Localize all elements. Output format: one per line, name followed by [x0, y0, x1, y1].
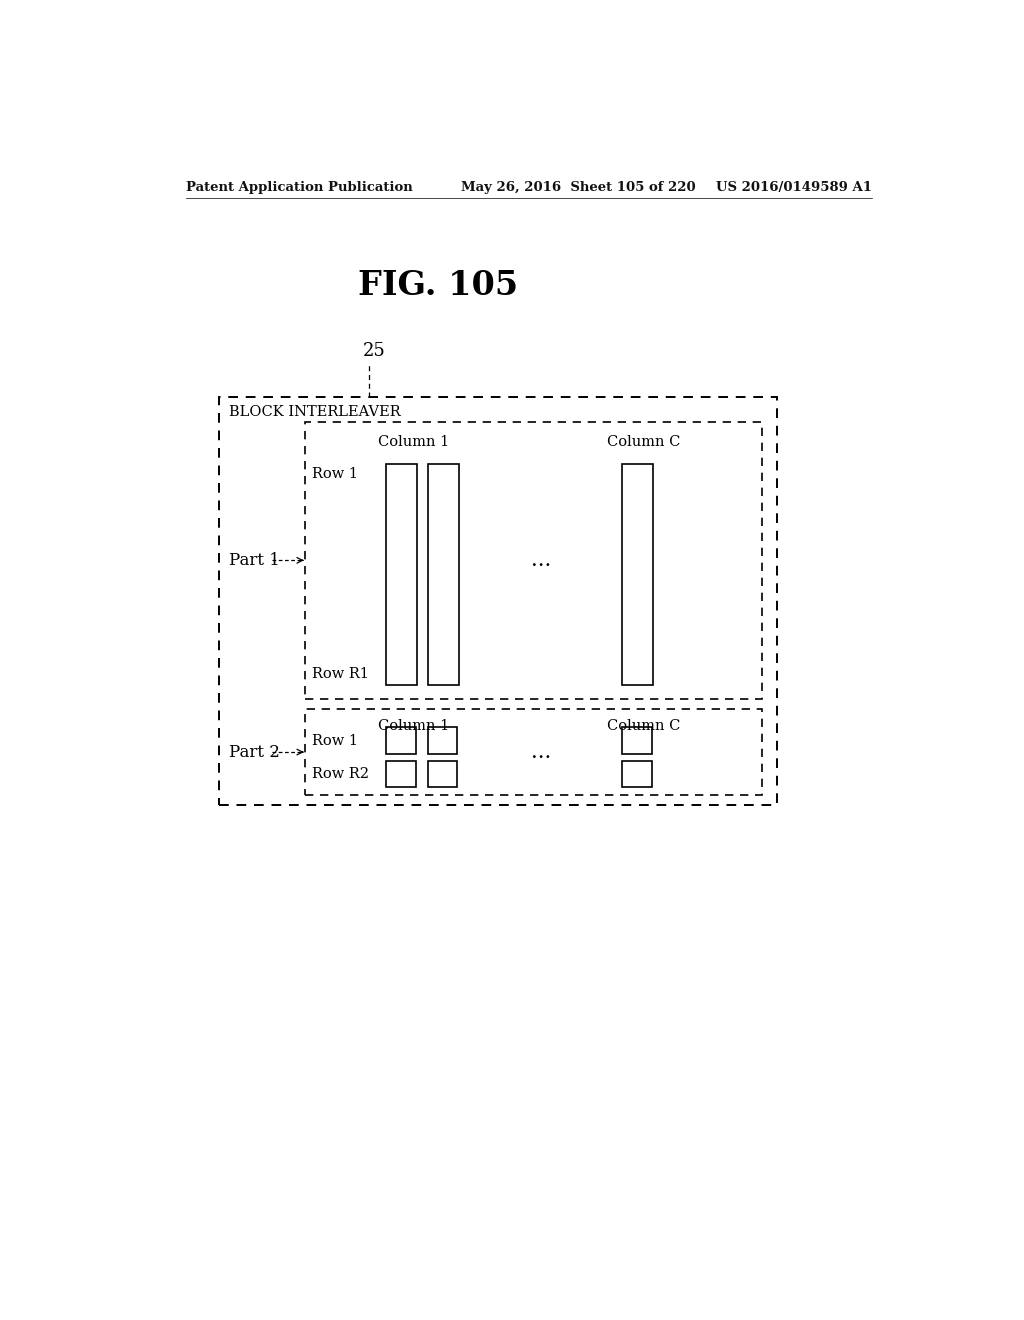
Text: Row 1: Row 1	[312, 467, 358, 480]
Text: FIG. 105: FIG. 105	[358, 269, 518, 302]
Text: 25: 25	[362, 342, 386, 360]
Text: Row 1: Row 1	[312, 734, 358, 747]
Text: Row R1: Row R1	[312, 668, 370, 681]
Text: Column C: Column C	[606, 434, 680, 449]
Text: May 26, 2016  Sheet 105 of 220: May 26, 2016 Sheet 105 of 220	[461, 181, 696, 194]
Text: Column 1: Column 1	[378, 719, 449, 733]
Text: ...: ...	[530, 743, 551, 762]
Text: Row R2: Row R2	[312, 767, 370, 781]
Text: Part 1: Part 1	[228, 552, 280, 569]
Text: ...: ...	[530, 550, 551, 570]
Text: Column 1: Column 1	[378, 434, 449, 449]
Text: US 2016/0149589 A1: US 2016/0149589 A1	[716, 181, 872, 194]
Text: Column C: Column C	[606, 719, 680, 733]
Text: Part 2: Part 2	[228, 743, 280, 760]
Text: BLOCK INTERLEAVER: BLOCK INTERLEAVER	[228, 405, 400, 420]
Text: Patent Application Publication: Patent Application Publication	[186, 181, 413, 194]
